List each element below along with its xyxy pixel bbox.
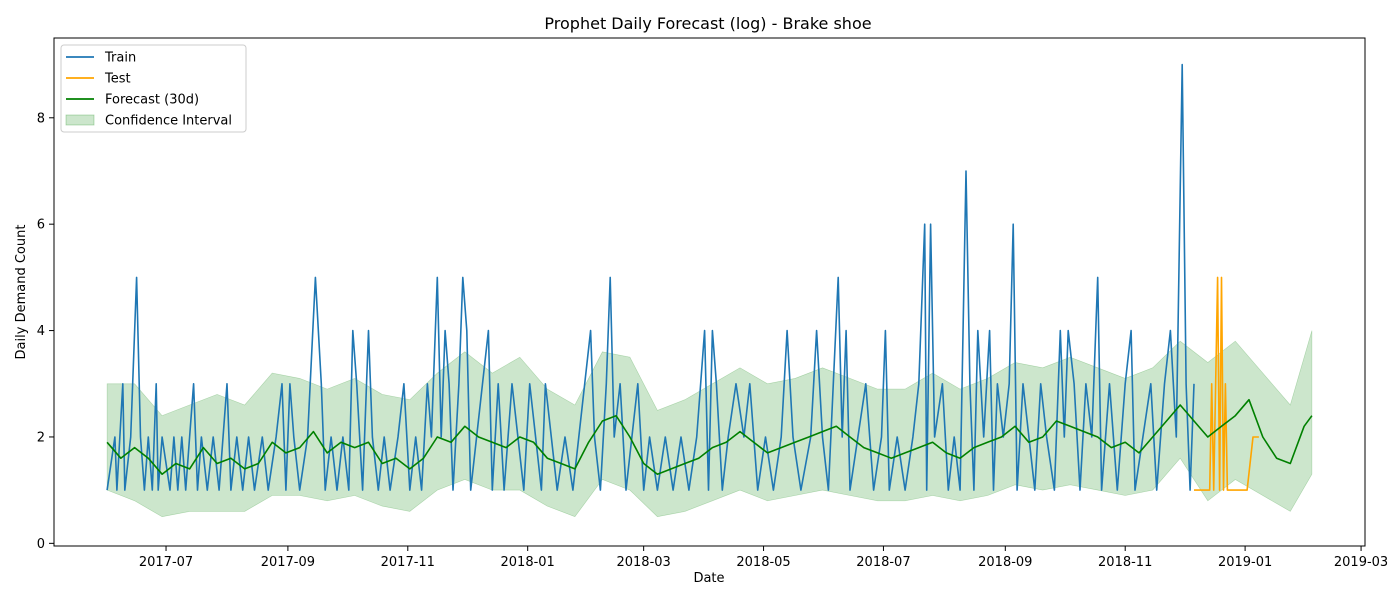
y-tick-label: 8 [37, 111, 45, 126]
x-tick-label: 2017-07 [139, 555, 193, 570]
x-axis: 2017-07 2017-09 2017-11 2018-01 2018-03 2018-… [139, 546, 1388, 570]
legend-swatch-confidence-interval [65, 114, 95, 126]
legend: Train Test Forecast (30d) Confidence Interv… [60, 44, 247, 133]
x-tick-label: 2019-03 [1334, 555, 1388, 570]
y-tick-label: 2 [37, 430, 45, 445]
legend-box [60, 44, 247, 133]
x-tick-label: 2018-03 [616, 555, 670, 570]
series-layer [106, 63, 1313, 491]
x-tick-label: 2018-01 [501, 555, 555, 570]
legend-label-forecast-30d: Forecast (30d) [105, 93, 199, 108]
y-axis-label: Daily Demand Count [14, 225, 29, 360]
y-tick-label: 0 [37, 537, 45, 552]
x-tick-label: 2018-05 [736, 555, 790, 570]
x-axis-label: Date [693, 571, 724, 586]
x-tick-label: 2017-09 [261, 555, 315, 570]
x-tick-label: 2018-07 [856, 555, 910, 570]
x-tick-label: 2018-11 [1098, 555, 1152, 570]
series-line-forecast-30d [106, 398, 1313, 476]
y-axis: 0 2 4 6 8 [37, 111, 54, 552]
legend-label-confidence-interval: Confidence Interval [105, 114, 232, 129]
y-tick-label: 4 [37, 324, 45, 339]
y-tick-label: 6 [37, 218, 45, 233]
plot-frame [53, 37, 1366, 547]
legend-label-test: Test [104, 72, 131, 87]
series-line-test [1194, 276, 1259, 491]
legend-label-train: Train [104, 51, 136, 66]
series-line-train [106, 63, 1195, 491]
x-tick-label: 2019-01 [1218, 555, 1272, 570]
chart-title: Prophet Daily Forecast (log) - Brake sho… [544, 14, 871, 33]
x-tick-label: 2018-09 [978, 555, 1032, 570]
x-tick-label: 2017-11 [381, 555, 435, 570]
